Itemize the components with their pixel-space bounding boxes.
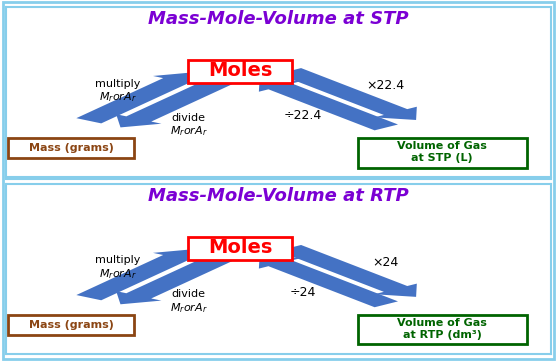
Text: $M_r or A_r$: $M_r or A_r$: [99, 90, 136, 104]
Text: multiply: multiply: [95, 256, 140, 265]
Text: $M_r or A_r$: $M_r or A_r$: [99, 267, 136, 281]
Text: Moles: Moles: [208, 61, 272, 81]
Text: $M_r or A_r$: $M_r or A_r$: [169, 124, 207, 138]
FancyBboxPatch shape: [358, 138, 527, 168]
Text: Moles: Moles: [208, 238, 272, 257]
Text: ÷24: ÷24: [290, 286, 316, 299]
Text: ×24: ×24: [372, 256, 398, 269]
Text: divide: divide: [172, 290, 206, 299]
Text: ×22.4: ×22.4: [366, 79, 404, 92]
Text: multiply: multiply: [95, 79, 140, 88]
Polygon shape: [116, 76, 238, 127]
Text: Volume of Gas
at RTP (dm³): Volume of Gas at RTP (dm³): [397, 318, 487, 340]
Text: Mass (grams): Mass (grams): [28, 319, 114, 330]
Polygon shape: [116, 253, 238, 304]
Polygon shape: [76, 72, 198, 123]
FancyBboxPatch shape: [188, 237, 292, 260]
FancyBboxPatch shape: [8, 138, 134, 158]
Polygon shape: [76, 249, 198, 300]
Text: Volume of Gas
at STP (L): Volume of Gas at STP (L): [397, 142, 487, 163]
Text: ÷22.4: ÷22.4: [284, 109, 322, 122]
Polygon shape: [278, 245, 417, 297]
Text: Mass (grams): Mass (grams): [28, 143, 114, 153]
Polygon shape: [259, 255, 398, 307]
Text: $M_r or A_r$: $M_r or A_r$: [169, 301, 207, 315]
Text: Mass-Mole-Volume at RTP: Mass-Mole-Volume at RTP: [148, 187, 409, 205]
Polygon shape: [259, 78, 398, 130]
FancyBboxPatch shape: [188, 60, 292, 83]
FancyBboxPatch shape: [8, 315, 134, 335]
Text: Mass-Mole-Volume at STP: Mass-Mole-Volume at STP: [148, 10, 409, 28]
Polygon shape: [278, 68, 417, 120]
Text: divide: divide: [172, 113, 206, 122]
FancyBboxPatch shape: [358, 315, 527, 344]
